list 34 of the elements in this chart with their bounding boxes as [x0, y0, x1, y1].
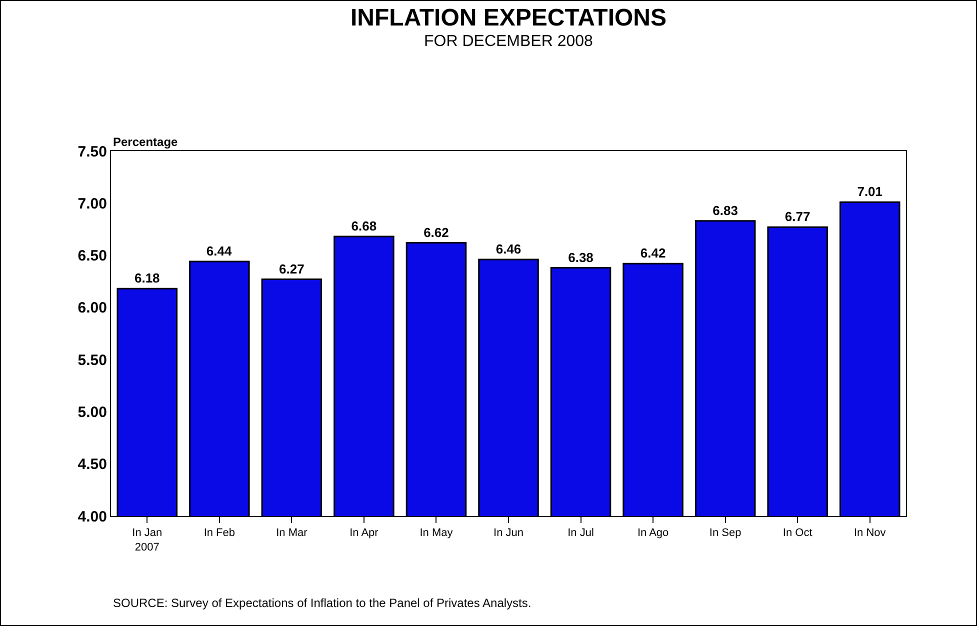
data-label: 6.46: [496, 241, 522, 256]
data-label: 6.83: [712, 202, 738, 218]
x-tick-label: In Ago: [637, 527, 669, 540]
data-label: 7.01: [857, 184, 883, 200]
x-tick-label: In Oct: [782, 527, 812, 540]
data-label: 6.44: [206, 244, 232, 259]
y-tick-label: 7.00: [78, 195, 107, 212]
x-tick-label: In Jan 2007: [132, 527, 162, 554]
chart-title: INFLATION EXPECTATIONS: [350, 4, 666, 32]
data-label: 6.38: [568, 250, 594, 265]
x-tick-label: In Nov: [854, 527, 886, 540]
x-tick-label: In Mar: [276, 527, 308, 540]
y-tick-label: 6.50: [78, 248, 107, 265]
data-label: 6.27: [279, 261, 304, 276]
y-tick-label: 5.50: [78, 352, 107, 369]
data-label: 6.42: [640, 246, 666, 261]
data-label: 6.62: [424, 224, 449, 240]
y-axis-title: Percentage: [113, 135, 178, 149]
chart-subtitle: FOR DECEMBER 2008: [424, 33, 594, 50]
data-label: 6.18: [134, 270, 160, 286]
source-note: SOURCE: Survey of Expectations of Inflation to the Panel of Privates Analysts.: [113, 596, 532, 610]
y-tick-label: 7.50: [78, 143, 107, 160]
x-tick-label: In Jun: [494, 527, 524, 540]
y-tick-label: 4.50: [78, 456, 107, 474]
y-tick-label: 5.00: [78, 404, 107, 421]
y-tick-label: 6.00: [78, 300, 107, 317]
data-label: 6.77: [784, 209, 810, 224]
x-tick-label: In Apr: [350, 527, 379, 540]
x-tick-label: In Jul: [568, 527, 594, 540]
x-tick-label: In Feb: [204, 527, 236, 540]
data-label: 6.68: [351, 218, 377, 234]
x-tick-label: In Sep: [709, 527, 742, 540]
y-tick-label: 4.00: [78, 508, 107, 526]
x-tick-label: In May: [420, 527, 454, 540]
